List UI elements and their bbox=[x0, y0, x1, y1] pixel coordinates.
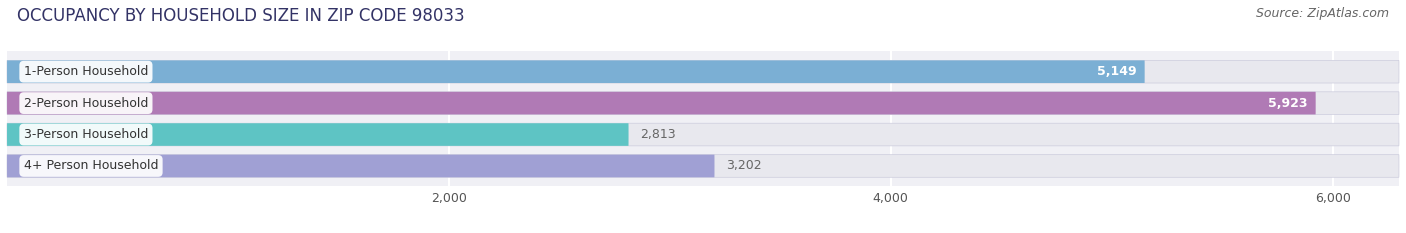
FancyBboxPatch shape bbox=[7, 60, 1399, 83]
Text: 2,813: 2,813 bbox=[640, 128, 675, 141]
Text: 5,149: 5,149 bbox=[1097, 65, 1136, 78]
Text: Source: ZipAtlas.com: Source: ZipAtlas.com bbox=[1256, 7, 1389, 20]
FancyBboxPatch shape bbox=[7, 123, 1399, 146]
FancyBboxPatch shape bbox=[7, 155, 1399, 177]
Text: 1-Person Household: 1-Person Household bbox=[24, 65, 148, 78]
Text: 5,923: 5,923 bbox=[1268, 97, 1308, 110]
Text: 4+ Person Household: 4+ Person Household bbox=[24, 159, 159, 172]
Text: OCCUPANCY BY HOUSEHOLD SIZE IN ZIP CODE 98033: OCCUPANCY BY HOUSEHOLD SIZE IN ZIP CODE … bbox=[17, 7, 464, 25]
Text: 3-Person Household: 3-Person Household bbox=[24, 128, 148, 141]
FancyBboxPatch shape bbox=[7, 60, 1144, 83]
Text: 2-Person Household: 2-Person Household bbox=[24, 97, 148, 110]
FancyBboxPatch shape bbox=[7, 92, 1316, 114]
FancyBboxPatch shape bbox=[7, 92, 1399, 114]
Text: 3,202: 3,202 bbox=[725, 159, 761, 172]
FancyBboxPatch shape bbox=[7, 155, 714, 177]
FancyBboxPatch shape bbox=[7, 123, 628, 146]
